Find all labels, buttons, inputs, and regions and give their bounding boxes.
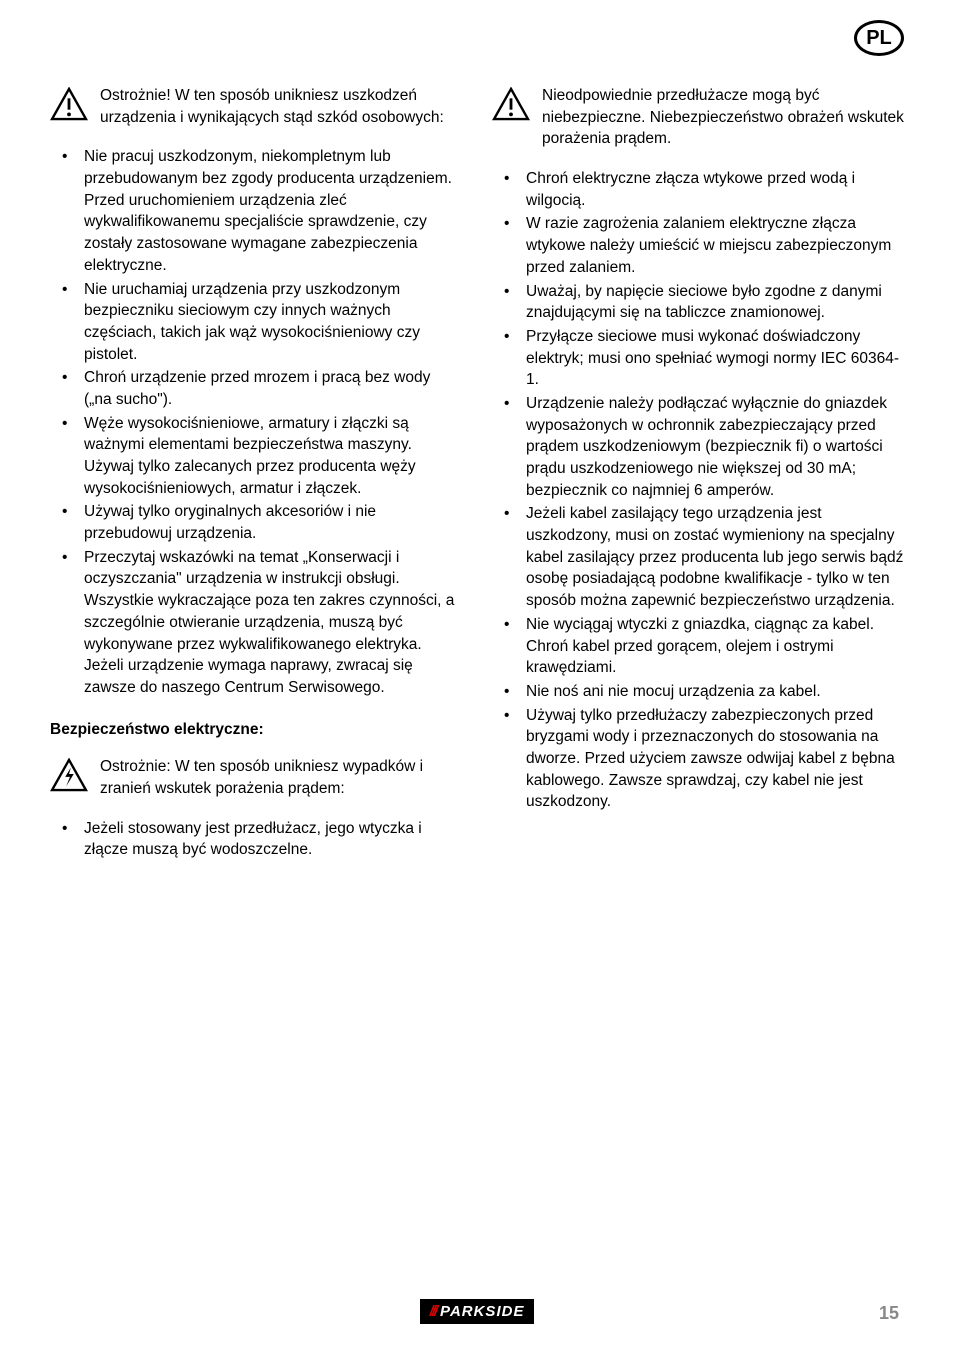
- warning-text: Ostrożnie: W ten sposób unikniesz wypadk…: [100, 756, 462, 799]
- warning-electric-icon: [50, 758, 88, 792]
- list-item: Uważaj, by napięcie sieciowe było zgodne…: [492, 281, 904, 324]
- brand-name: PARKSIDE: [440, 1303, 524, 1320]
- language-code: PL: [866, 27, 892, 50]
- bullet-list: Jeżeli stosowany jest przedłużacz, jego …: [50, 818, 462, 861]
- list-item: Urządzenie należy podłączać wyłącznie do…: [492, 393, 904, 501]
- left-column: Ostrożnie! W ten sposób unikniesz uszkod…: [50, 85, 462, 863]
- list-item: Jeżeli stosowany jest przedłużacz, jego …: [50, 818, 462, 861]
- bullet-list: Chroń elektryczne złącza wtykowe przed w…: [492, 168, 904, 813]
- language-badge: PL: [854, 20, 904, 56]
- warning-exclamation-icon: [492, 87, 530, 121]
- footer: /// PARKSIDE: [0, 1299, 954, 1324]
- section-heading: Bezpieczeństwo elektryczne:: [50, 719, 462, 741]
- bullet-list: Nie pracuj uszkodzonym, niekompletnym lu…: [50, 146, 462, 698]
- brand-logo: /// PARKSIDE: [420, 1299, 535, 1324]
- brand-stripes-icon: ///: [430, 1303, 437, 1320]
- list-item: Chroń elektryczne złącza wtykowe przed w…: [492, 168, 904, 211]
- list-item: Używaj tylko oryginalnych akcesoriów i n…: [50, 501, 462, 544]
- list-item: Nie wyciągaj wtyczki z gniazdka, ciągnąc…: [492, 614, 904, 679]
- list-item: Przyłącze sieciowe musi wykonać doświadc…: [492, 326, 904, 391]
- right-column: Nieodpowiednie przedłużacze mogą być nie…: [492, 85, 904, 863]
- list-item: Węże wysokociśnieniowe, armatury i złącz…: [50, 413, 462, 500]
- page-number: 15: [879, 1303, 899, 1324]
- list-item: Nie noś ani nie mocuj urządzenia za kabe…: [492, 681, 904, 703]
- content-columns: Ostrożnie! W ten sposób unikniesz uszkod…: [50, 85, 904, 863]
- list-item: Chroń urządzenie przed mrozem i pracą be…: [50, 367, 462, 410]
- list-item: Przeczytaj wskazówki na temat „Konserwac…: [50, 547, 462, 699]
- warning-block: Nieodpowiednie przedłużacze mogą być nie…: [492, 85, 904, 150]
- list-item: Jeżeli kabel zasilający tego urządzenia …: [492, 503, 904, 611]
- warning-text: Nieodpowiednie przedłużacze mogą być nie…: [542, 85, 904, 150]
- list-item: W razie zagrożenia zalaniem elektryczne …: [492, 213, 904, 278]
- list-item: Nie uruchamiaj urządzenia przy uszkodzon…: [50, 279, 462, 366]
- list-item: Nie pracuj uszkodzonym, niekompletnym lu…: [50, 146, 462, 276]
- warning-exclamation-icon: [50, 87, 88, 121]
- warning-block: Ostrożnie! W ten sposób unikniesz uszkod…: [50, 85, 462, 128]
- list-item: Używaj tylko przedłużaczy zabezpieczonyc…: [492, 705, 904, 813]
- warning-text: Ostrożnie! W ten sposób unikniesz uszkod…: [100, 85, 462, 128]
- warning-block: Ostrożnie: W ten sposób unikniesz wypadk…: [50, 756, 462, 799]
